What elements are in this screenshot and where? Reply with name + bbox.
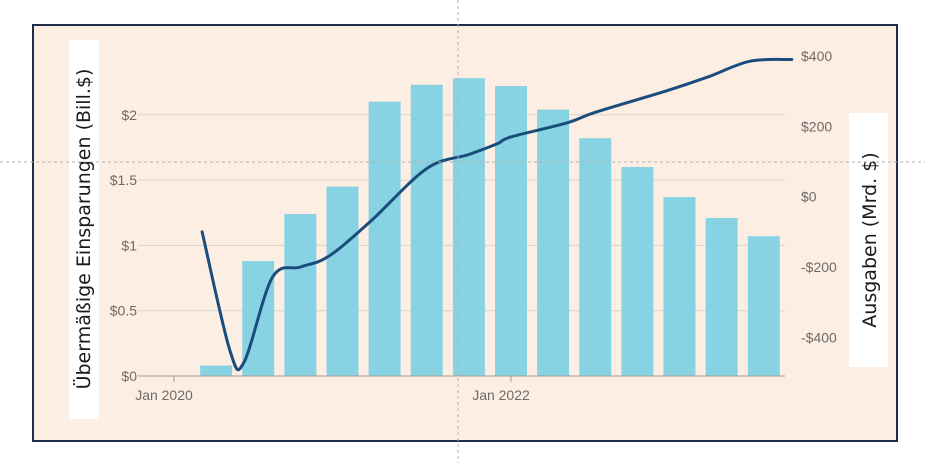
bar: [747, 236, 780, 376]
x-tick-label: Jan 2022: [472, 387, 530, 403]
left-axis-title-box: Übermäßige Einsparungen (Bill.$): [69, 40, 99, 419]
bar: [495, 86, 527, 376]
right-tick-label: $200: [801, 118, 832, 134]
x-axis: Jan 2020 Jan 2022: [135, 375, 785, 403]
bar: [663, 197, 696, 376]
bar: [326, 186, 359, 376]
left-tick-label: $2: [121, 107, 137, 123]
left-axis-title: Übermäßige Einsparungen (Bill.$): [72, 69, 95, 390]
left-y-axis-ticks: $0 $0.5 $1 $1.5 $2: [110, 107, 137, 384]
right-axis-title-box: Ausgaben (Mrd. $): [849, 113, 888, 367]
x-tick-label: Jan 2020: [135, 387, 193, 403]
bar: [284, 214, 317, 376]
left-tick-label: $1.5: [110, 172, 137, 188]
left-tick-label: $1: [121, 237, 137, 253]
bar: [537, 109, 570, 376]
right-tick-label: -$200: [801, 259, 837, 275]
bar: [200, 365, 233, 376]
bar: [705, 217, 738, 376]
right-y-axis-ticks: -$400 -$200 $0 $200 $400: [801, 48, 837, 345]
right-tick-label: $0: [801, 189, 817, 205]
right-tick-label: -$400: [801, 329, 837, 345]
bar: [579, 138, 612, 376]
right-tick-label: $400: [801, 48, 832, 64]
left-tick-label: $0: [121, 368, 137, 384]
right-axis-title: Ausgaben (Mrd. $): [859, 152, 881, 327]
bar: [621, 167, 654, 376]
line-series: [200, 57, 794, 372]
bar: [368, 101, 401, 376]
left-tick-label: $0.5: [110, 303, 137, 319]
bar: [410, 84, 443, 377]
